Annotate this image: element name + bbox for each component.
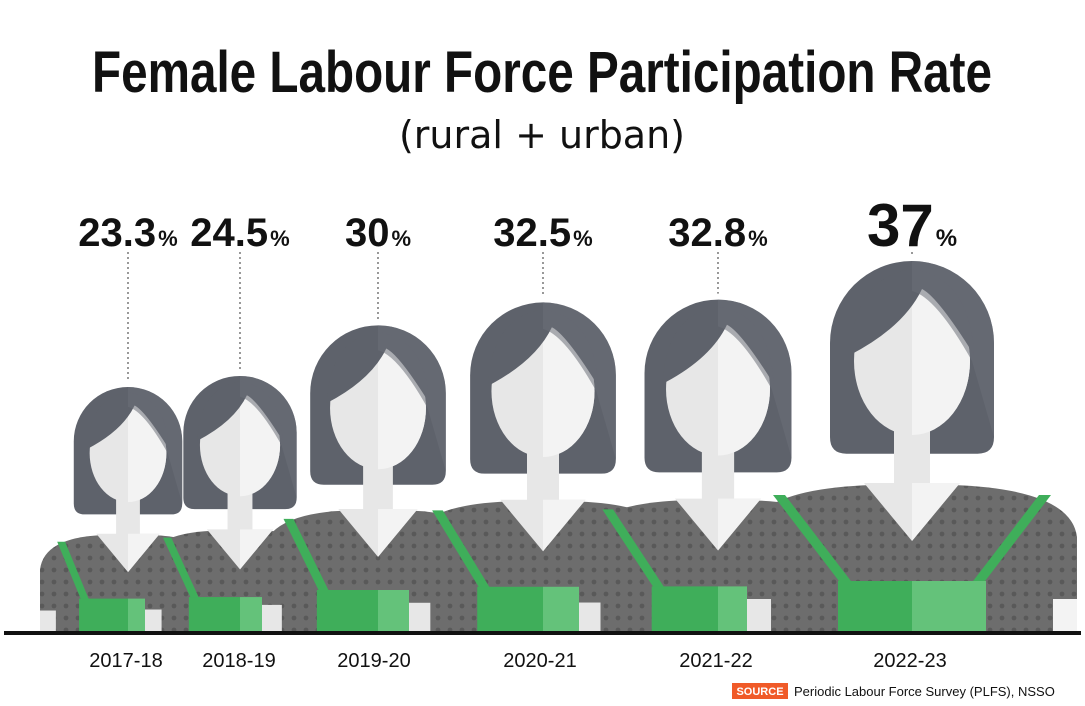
- source-note: SOURCE Periodic Labour Force Survey (PLF…: [732, 683, 1055, 699]
- value-unit: %: [573, 226, 593, 251]
- hair-shade: [378, 325, 446, 472]
- apron: [316, 589, 378, 633]
- apron: [79, 598, 128, 633]
- source-badge: [732, 683, 788, 699]
- hair-shade: [543, 302, 616, 460]
- hand: [409, 602, 431, 633]
- collar-shade: [240, 529, 274, 570]
- value-label: 23.3%: [78, 211, 177, 255]
- value-label: 24.5%: [190, 211, 289, 255]
- figures-layer: [40, 261, 1077, 633]
- collar-shade: [718, 498, 762, 551]
- value-number: 30: [345, 211, 390, 255]
- value-unit: %: [158, 226, 178, 251]
- hair-shade: [718, 299, 792, 458]
- x-tick-label: 2018-19: [202, 650, 275, 672]
- value-unit: %: [936, 225, 957, 252]
- apron-strap: [162, 537, 200, 600]
- source-text: Periodic Labour Force Survey (PLFS), NSS…: [794, 684, 1055, 699]
- apron: [651, 586, 718, 633]
- collar-shade: [128, 533, 160, 573]
- hair-shade: [240, 375, 297, 498]
- hair-shade: [912, 261, 994, 438]
- value-label: 37%: [867, 192, 957, 259]
- value-label: 32.5%: [493, 211, 592, 255]
- x-tick-label: 2019-20: [337, 650, 410, 672]
- hair-shade: [128, 387, 183, 504]
- value-number: 24.5: [190, 211, 268, 255]
- apron-strap: [970, 495, 1051, 585]
- apron-strap: [432, 510, 492, 591]
- collar-shade: [543, 499, 586, 552]
- apron-strap: [283, 518, 331, 594]
- apron: [838, 581, 912, 633]
- apron: [477, 586, 543, 633]
- apron-strap: [602, 509, 667, 590]
- x-tick-label: 2020-21: [503, 650, 576, 672]
- hand: [747, 599, 771, 633]
- collar-shade: [912, 483, 960, 541]
- x-tick-labels-layer: 2017-18 2018-19 2019-20 2020-21 2021-22 2022-…: [89, 650, 946, 672]
- value-unit: %: [270, 226, 290, 251]
- chart-title: Female Labour Force Participation Rate: [92, 40, 992, 105]
- hand: [1053, 599, 1077, 633]
- hand: [40, 610, 56, 633]
- apron-shade: [912, 581, 986, 633]
- x-tick-label: 2017-18: [89, 650, 162, 672]
- apron: [188, 597, 240, 633]
- leader-lines-layer: [127, 252, 913, 381]
- value-label: 32.8%: [668, 211, 767, 255]
- value-labels-layer: 23.3% 24.5% 30% 32.5% 32.8% 37%: [78, 192, 957, 259]
- x-tick-label: 2021-22: [679, 650, 752, 672]
- hand: [262, 604, 282, 633]
- value-number: 23.3: [78, 211, 156, 255]
- woman-figure-icon: [747, 261, 1077, 633]
- chart-subtitle: (rural + urban): [399, 113, 685, 157]
- value-unit: %: [391, 226, 411, 251]
- apron-strap: [57, 541, 90, 602]
- shirt: [747, 485, 1077, 633]
- source-label: SOURCE: [736, 686, 783, 698]
- value-label: 30%: [345, 211, 411, 255]
- value-unit: %: [748, 226, 768, 251]
- woman-figure-icon: [409, 302, 677, 633]
- x-tick-label: 2022-23: [873, 650, 946, 672]
- value-number: 37: [867, 192, 934, 259]
- apron-strap: [773, 495, 854, 585]
- hand: [145, 609, 162, 633]
- value-number: 32.5: [493, 211, 571, 255]
- hand: [579, 602, 601, 633]
- collar-shade: [378, 508, 418, 557]
- value-number: 32.8: [668, 211, 746, 255]
- neck: [116, 491, 140, 540]
